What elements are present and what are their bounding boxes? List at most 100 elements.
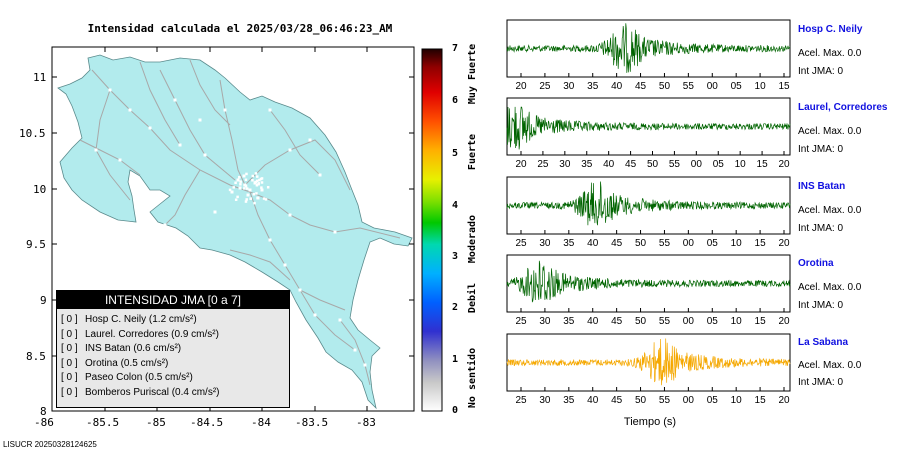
city-marker	[238, 175, 241, 179]
station-acceleration: Acel. Max. 0.0	[798, 48, 862, 59]
legend-item-text: Paseo Colon (0.5 cm/s²)	[85, 372, 193, 383]
colorbar-tick: 0	[452, 405, 459, 416]
waveform-tick-label: 05	[731, 81, 743, 92]
city-markers	[94, 88, 367, 367]
legend-item: [ 0 ] Hosp C. Neily (1.2 cm/s²)	[57, 313, 289, 328]
city-marker	[213, 210, 217, 214]
city-marker	[173, 98, 177, 102]
waveform-tick-label: 40	[587, 395, 599, 406]
waveform-tick-label: 25	[515, 238, 527, 249]
city-marker	[338, 318, 342, 322]
waveform-tick-label: 30	[539, 316, 551, 327]
legend-item: [ 0 ] Bomberos Puriscal (0.4 cm/s²)	[57, 386, 289, 401]
station-jma: Int JMA: 0	[798, 66, 844, 77]
waveform-tick-label: 00	[691, 159, 703, 170]
waveform-xlabel: Tiempo (s)	[623, 416, 677, 428]
road-line	[249, 191, 401, 239]
waveform-tick-label: 25	[515, 395, 527, 406]
city-marker	[254, 172, 258, 175]
waveform-tick-label: 20	[778, 316, 790, 327]
city-marker	[118, 158, 122, 162]
lon-tick-label: -84	[251, 416, 271, 429]
lat-tick-label: 10	[33, 183, 47, 196]
waveform-tick-label: 15	[757, 159, 769, 170]
station-name: La Sabana	[798, 337, 849, 348]
waveform-tick-label: 20	[778, 395, 790, 406]
city-marker	[249, 197, 253, 200]
waveform-tick-label: 20	[778, 159, 790, 170]
city-marker	[244, 184, 248, 188]
city-marker	[239, 183, 242, 186]
city-marker	[148, 126, 152, 130]
road-line	[244, 139, 351, 191]
city-marker	[260, 177, 264, 180]
waveform-tick-label: 10	[735, 159, 747, 170]
city-marker	[298, 288, 302, 292]
lat-tick-label: 9	[40, 294, 47, 307]
city-marker	[245, 198, 248, 201]
city-marker	[288, 148, 292, 152]
waveform-tick-label: 25	[537, 159, 549, 170]
waveform-tick-label: 45	[635, 81, 647, 92]
map-title: Intensidad calculada el 2025/03/28_06:46…	[87, 22, 393, 35]
colorbar-tick: 1	[452, 354, 459, 365]
lat-tick-label: 9.5	[26, 238, 46, 251]
waveform-tick-label: 15	[755, 395, 767, 406]
station-name: Orotina	[798, 258, 834, 269]
waveform-tick-label: 45	[611, 395, 623, 406]
road-line	[164, 169, 201, 226]
waveform-tick-label: 15	[778, 81, 790, 92]
legend-item: [ 0 ] Orotina (0.5 cm/s²)	[57, 357, 289, 372]
legend-list: [ 0 ] Hosp C. Neily (1.2 cm/s²) [ 0 ] Laur…	[57, 313, 289, 400]
city-marker	[234, 198, 238, 201]
waveform-tick-label: 55	[669, 159, 681, 170]
city-marker	[108, 88, 112, 92]
city-marker	[232, 186, 235, 189]
city-marker	[253, 201, 256, 205]
waveform-tick-label: 00	[683, 238, 695, 249]
lon-tick-label: -83.5	[295, 416, 329, 429]
legend-item: [ 0 ] INS Batan (0.6 cm/s²)	[57, 342, 289, 357]
legend-header: INTENSIDAD JMA [0 a 7]	[57, 291, 289, 309]
legend-item: [ 0 ] Laurel. Corredores (0.9 cm/s²)	[57, 328, 289, 343]
waveform-trace	[506, 106, 791, 150]
city-marker	[203, 153, 207, 157]
waveform-tick-label: 55	[659, 316, 671, 327]
city-marker	[239, 180, 242, 183]
road-line	[269, 109, 321, 176]
lon-tick-label: -84.5	[190, 416, 224, 429]
colorbar-tick: 6	[452, 95, 459, 106]
legend-item-intensity: [ 0 ]	[61, 343, 78, 354]
waveform-tick-label: 35	[563, 316, 575, 327]
waveform-tick-label: 50	[635, 238, 647, 249]
waveform-tick-label: 50	[635, 316, 647, 327]
city-marker	[255, 192, 258, 195]
legend-item-intensity: [ 0 ]	[61, 386, 78, 398]
waveform-tick-label: 40	[603, 159, 615, 170]
waveform-tick-label: 25	[539, 81, 551, 92]
waveform-tick-label: 30	[539, 238, 551, 249]
city-marker	[251, 174, 255, 178]
city-marker	[260, 181, 264, 184]
waveform-tick-label: 35	[563, 395, 575, 406]
legend-item-intensity: [ 0 ]	[61, 314, 78, 325]
city-marker	[333, 230, 337, 234]
station-name: Laurel, Corredores	[798, 102, 888, 113]
waveform-trace	[506, 260, 791, 303]
city-marker	[236, 178, 240, 182]
waveform-tick-label: 40	[587, 316, 599, 327]
waveform-tick-label: 05	[713, 159, 725, 170]
waveform-tick-label: 20	[778, 238, 790, 249]
lat-tick-label: 8.5	[26, 350, 46, 363]
legend-item: [ 0 ] Paseo Colon (0.5 cm/s²)	[57, 371, 289, 386]
city-marker	[245, 172, 248, 176]
city-marker	[228, 188, 232, 192]
station-jma: Int JMA: 0	[798, 144, 844, 155]
colorbar-tick: 2	[452, 302, 459, 313]
city-marker	[262, 197, 266, 200]
colorbar-tick: 5	[452, 148, 459, 159]
waveform-tick-label: 40	[587, 238, 599, 249]
waveform-trace	[506, 23, 791, 73]
waveform-tick-label: 55	[683, 81, 695, 92]
